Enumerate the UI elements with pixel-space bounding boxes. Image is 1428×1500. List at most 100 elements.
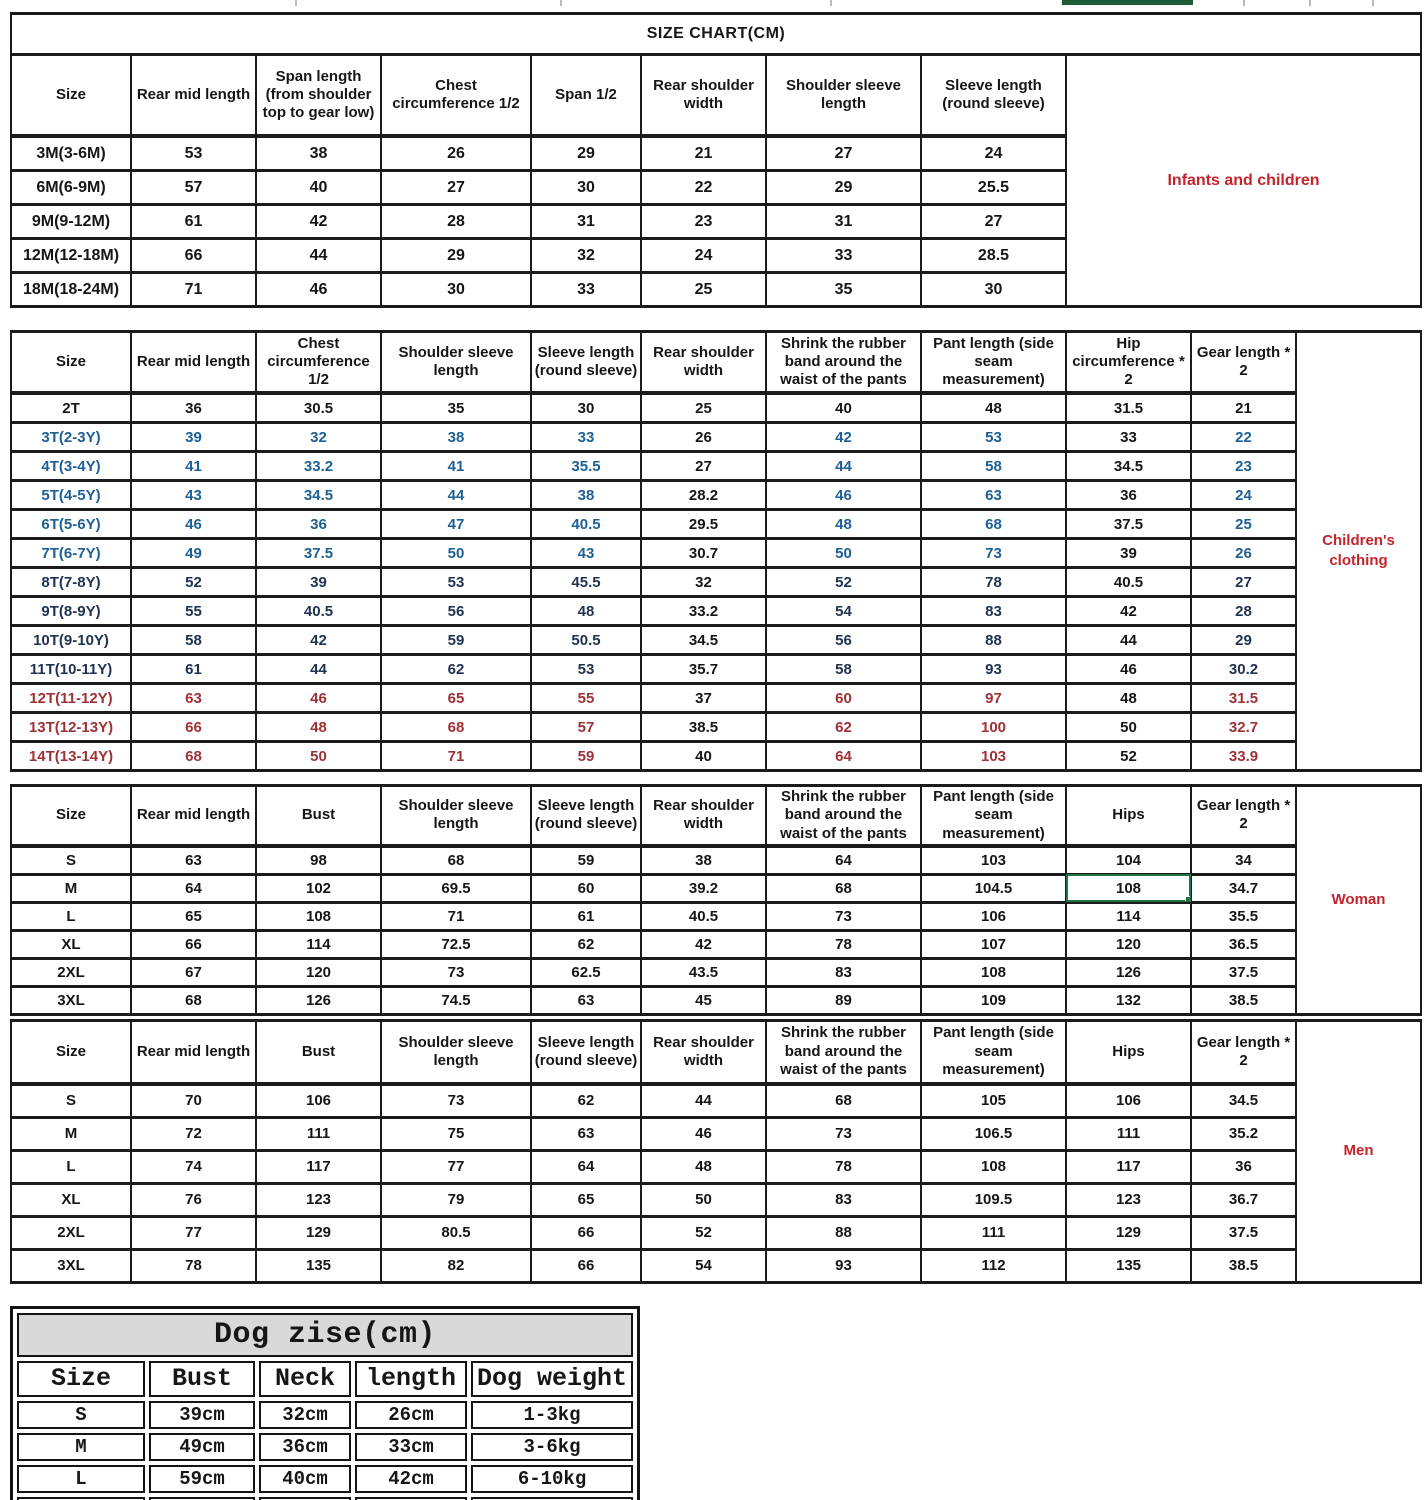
value-cell: 59 <box>530 844 642 876</box>
value-cell: 42 <box>765 421 922 453</box>
value-cell: 97 <box>920 682 1067 714</box>
value-cell: 117 <box>255 1148 382 1185</box>
value-cell: 112 <box>920 1247 1067 1284</box>
value-cell: 77 <box>130 1214 257 1251</box>
value-cell: 46 <box>765 479 922 511</box>
size-cell: 6T(5-6Y) <box>10 508 132 540</box>
value-cell: 37.5 <box>255 537 382 569</box>
value-cell: 132 <box>1065 984 1192 1016</box>
value-cell: 54 <box>765 595 922 627</box>
value-cell: 31 <box>530 203 642 240</box>
value-cell: 56 <box>765 624 922 656</box>
column-header: Gear length * 2 <box>1190 1018 1297 1086</box>
value-cell: 6-10kg <box>471 1465 634 1494</box>
value-cell: 37.5 <box>1065 508 1192 540</box>
value-cell: 59 <box>380 624 532 656</box>
table-row: S 39cm 32cm 26cm 1-3kg <box>17 1401 634 1430</box>
value-cell: 73 <box>380 1082 532 1119</box>
table-row: 8T(7-8Y) 52 39 53 45.5 32 52 78 40.5 27 <box>10 566 1421 598</box>
size-cell: 3XL <box>10 984 132 1016</box>
column-header: Gear length * 2 <box>1190 783 1297 848</box>
value-cell: 29 <box>530 134 642 172</box>
value-cell: 53 <box>380 566 532 598</box>
value-cell: 35.7 <box>640 653 767 685</box>
value-cell: 77 <box>380 1148 532 1185</box>
value-cell: 62 <box>530 1082 642 1119</box>
value-cell: 30 <box>530 169 642 206</box>
value-cell: 27 <box>380 169 532 206</box>
column-header: Pant length (side seam measurement) <box>920 783 1067 848</box>
size-cell: 8T(7-8Y) <box>10 566 132 598</box>
value-cell: 32 <box>530 237 642 274</box>
value-cell: 44 <box>1065 624 1192 656</box>
value-cell: 33.9 <box>1190 740 1297 772</box>
value-cell: 35.5 <box>530 450 642 482</box>
value-cell: 36 <box>1190 1148 1297 1185</box>
value-cell: 26cm <box>355 1401 467 1430</box>
value-cell: 66 <box>130 928 257 960</box>
table-row: 9M(9-12M) 61 42 28 31 23 31 27 <box>10 203 1421 240</box>
table-row: M 64 102 69.5 60 39.2 68 104.5 108 34.7 <box>10 872 1421 904</box>
value-cell: 93 <box>920 653 1067 685</box>
value-cell: 79 <box>380 1181 532 1218</box>
value-cell: 83 <box>920 595 1067 627</box>
value-cell: 109 <box>920 984 1067 1016</box>
table-row: 2T 36 30.5 35 30 25 40 48 31.5 21 <box>10 391 1421 424</box>
value-cell: 71 <box>130 271 257 308</box>
size-cell: M <box>10 872 132 904</box>
value-cell: 123 <box>255 1181 382 1218</box>
column-header: Rear mid length <box>130 1018 257 1086</box>
value-cell: 72.5 <box>380 928 532 960</box>
value-cell: 21 <box>1190 391 1297 424</box>
value-cell: 27 <box>765 134 922 172</box>
value-cell: 47 <box>380 508 532 540</box>
table-row: 3XL 78 135 82 66 54 93 112 135 38.5 <box>10 1247 1421 1284</box>
value-cell: 56 <box>380 595 532 627</box>
table-row: 18M(18-24M) 71 46 30 33 25 35 30 <box>10 271 1421 308</box>
table-row: M 72 111 75 63 46 73 106.5 111 35.2 <box>10 1115 1421 1152</box>
value-cell: 38 <box>530 479 642 511</box>
value-cell: 53 <box>920 421 1067 453</box>
value-cell: 65 <box>530 1181 642 1218</box>
value-cell: 107 <box>920 928 1067 960</box>
value-cell: 114 <box>1065 900 1192 932</box>
column-header: Pant length (side seam measurement) <box>920 330 1067 395</box>
column-header: Hip circumference * 2 <box>1065 330 1192 395</box>
value-cell: 35 <box>765 271 922 308</box>
value-cell: 61 <box>130 653 257 685</box>
value-cell: 40 <box>640 740 767 772</box>
column-header: Shoulder sleeve length <box>765 53 922 138</box>
value-cell: 66 <box>530 1214 642 1251</box>
value-cell: 54 <box>640 1247 767 1284</box>
column-header: Dog weight <box>471 1360 634 1398</box>
value-cell: 44 <box>255 653 382 685</box>
column-header: length <box>355 1360 467 1398</box>
table-row: XL 76 123 79 65 50 83 109.5 123 36.7 <box>10 1181 1421 1218</box>
column-header: Sleeve length (round sleeve) <box>530 330 642 395</box>
column-header: Rear shoulder width <box>640 1018 767 1086</box>
value-cell: 35.5 <box>1190 900 1297 932</box>
value-cell: 88 <box>765 1214 922 1251</box>
value-cell: 69cm <box>149 1497 255 1500</box>
value-cell: 103 <box>920 844 1067 876</box>
value-cell: 26 <box>380 134 532 172</box>
value-cell: 69.5 <box>380 872 532 904</box>
value-cell: 68 <box>920 508 1067 540</box>
column-header: Rear mid length <box>130 53 257 138</box>
value-cell: 34 <box>1190 844 1297 876</box>
value-cell: 36cm <box>259 1433 351 1462</box>
column-header: Bust <box>255 783 382 848</box>
value-cell: 82 <box>380 1247 532 1284</box>
value-cell: 30 <box>380 271 532 308</box>
value-cell: 36 <box>255 508 382 540</box>
value-cell: 33 <box>1065 421 1192 453</box>
value-cell: 104 <box>1065 844 1192 876</box>
value-cell: 38.5 <box>1190 984 1297 1016</box>
column-header: Shoulder sleeve length <box>380 783 532 848</box>
column-header: Shoulder sleeve length <box>380 330 532 395</box>
value-cell: 98 <box>255 844 382 876</box>
value-cell: 106 <box>1065 1082 1192 1119</box>
size-cell: 12T(11-12Y) <box>10 682 132 714</box>
value-cell: 23 <box>1190 450 1297 482</box>
value-cell: 50 <box>765 537 922 569</box>
